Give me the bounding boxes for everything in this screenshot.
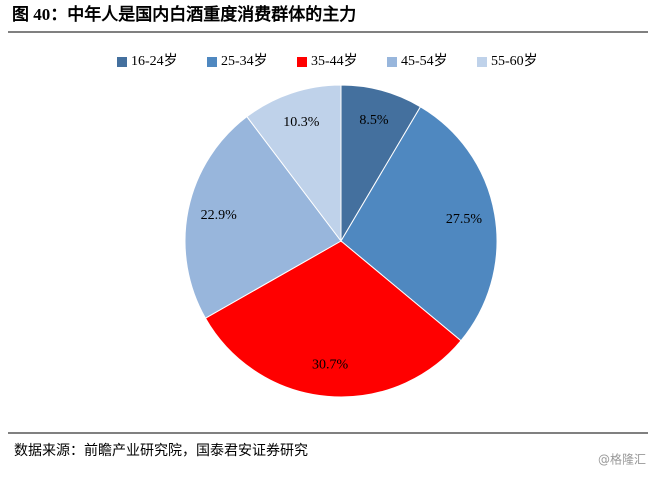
legend-swatch — [207, 57, 217, 67]
pie-slice — [246, 84, 342, 243]
pie-slice — [340, 106, 498, 342]
legend-label: 55-60岁 — [491, 53, 538, 69]
legend-swatch — [117, 57, 127, 67]
source: 数据来源：前瞻产业研究院，国泰君安证券研究 — [14, 442, 308, 459]
data-label: 30.7% — [312, 358, 349, 373]
pie-slice — [184, 115, 342, 319]
legend-swatch — [477, 57, 487, 67]
pie-slice — [204, 240, 462, 398]
legend-swatch — [387, 57, 397, 67]
data-label: 27.5% — [446, 212, 483, 227]
legend-label: 16-24岁 — [131, 53, 178, 69]
pie-slice — [340, 84, 422, 243]
data-label: 8.5% — [359, 113, 389, 128]
legend-label: 45-54岁 — [401, 53, 448, 69]
legend-label: 35-44岁 — [311, 53, 358, 69]
data-label: 10.3% — [283, 115, 320, 130]
watermark: @格隆汇 — [598, 452, 646, 467]
data-label: 22.9% — [201, 208, 238, 223]
chart-title: 图 40：中年人是国内白酒重度消费群体的主力 — [12, 4, 356, 24]
legend-swatch — [297, 57, 307, 67]
legend-label: 25-34岁 — [221, 53, 268, 69]
